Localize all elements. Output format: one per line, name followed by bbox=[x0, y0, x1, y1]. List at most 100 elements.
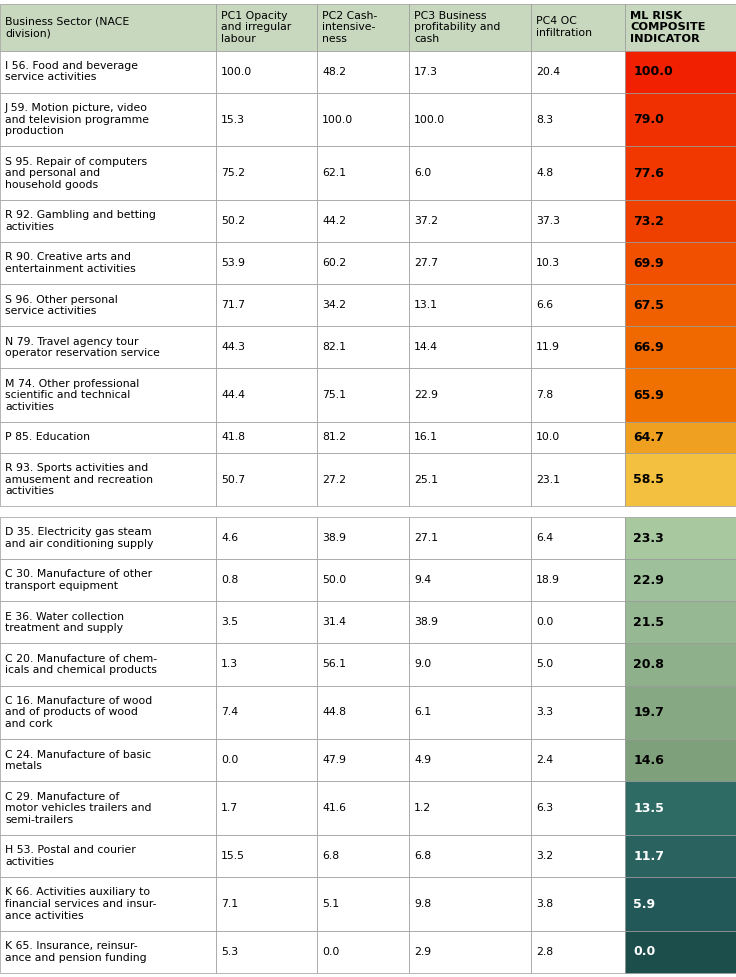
Text: 19.7: 19.7 bbox=[633, 706, 664, 719]
Text: 0.0: 0.0 bbox=[322, 947, 339, 956]
Text: 60.2: 60.2 bbox=[322, 258, 346, 269]
Bar bbox=[317, 147, 409, 200]
Text: 13.1: 13.1 bbox=[414, 300, 438, 311]
Text: 5.3: 5.3 bbox=[221, 947, 238, 956]
Bar bbox=[216, 740, 317, 782]
Bar bbox=[317, 200, 409, 242]
Text: 6.3: 6.3 bbox=[536, 803, 553, 813]
Bar bbox=[216, 4, 317, 51]
Bar bbox=[531, 931, 625, 973]
Bar bbox=[625, 740, 736, 782]
Bar bbox=[625, 147, 736, 200]
Bar bbox=[409, 559, 531, 601]
Text: 25.1: 25.1 bbox=[414, 475, 438, 485]
Text: K 65. Insurance, reinsur-
ance and pension funding: K 65. Insurance, reinsur- ance and pensi… bbox=[5, 941, 146, 962]
Bar bbox=[531, 644, 625, 686]
Text: 62.1: 62.1 bbox=[322, 168, 346, 178]
Bar bbox=[216, 93, 317, 147]
Text: 47.9: 47.9 bbox=[322, 755, 346, 765]
Text: J 59. Motion picture, video
and television programme
production: J 59. Motion picture, video and televisi… bbox=[5, 103, 149, 136]
Bar bbox=[531, 368, 625, 422]
Bar bbox=[531, 601, 625, 644]
Text: 65.9: 65.9 bbox=[633, 389, 664, 402]
Bar bbox=[317, 601, 409, 644]
Text: 10.0: 10.0 bbox=[536, 433, 560, 443]
Bar bbox=[216, 835, 317, 877]
Text: 3.8: 3.8 bbox=[536, 899, 553, 909]
Text: N 79. Travel agency tour
operator reservation service: N 79. Travel agency tour operator reserv… bbox=[5, 337, 160, 359]
Text: C 20. Manufacture of chem-
icals and chemical products: C 20. Manufacture of chem- icals and che… bbox=[5, 654, 157, 675]
Text: 15.3: 15.3 bbox=[221, 114, 245, 124]
Text: 44.2: 44.2 bbox=[322, 216, 346, 226]
Bar bbox=[0, 782, 216, 835]
Bar bbox=[625, 782, 736, 835]
Text: K 66. Activities auxiliary to
financial services and insur-
ance activities: K 66. Activities auxiliary to financial … bbox=[5, 887, 157, 920]
Bar bbox=[216, 147, 317, 200]
Bar bbox=[0, 284, 216, 326]
Text: 64.7: 64.7 bbox=[633, 431, 664, 444]
Text: 6.6: 6.6 bbox=[536, 300, 553, 311]
Bar bbox=[216, 782, 317, 835]
Bar bbox=[216, 686, 317, 740]
Bar bbox=[0, 147, 216, 200]
Bar bbox=[317, 242, 409, 284]
Bar bbox=[216, 644, 317, 686]
Bar bbox=[531, 559, 625, 601]
Bar bbox=[216, 326, 317, 368]
Text: D 35. Electricity gas steam
and air conditioning supply: D 35. Electricity gas steam and air cond… bbox=[5, 528, 153, 549]
Bar bbox=[531, 93, 625, 147]
Text: 4.9: 4.9 bbox=[414, 755, 431, 765]
Bar bbox=[0, 368, 216, 422]
Bar bbox=[0, 242, 216, 284]
Text: 37.2: 37.2 bbox=[414, 216, 438, 226]
Text: 7.1: 7.1 bbox=[221, 899, 238, 909]
Text: 100.0: 100.0 bbox=[322, 114, 353, 124]
Bar bbox=[216, 452, 317, 506]
Bar bbox=[409, 782, 531, 835]
Text: 69.9: 69.9 bbox=[633, 257, 664, 270]
Bar bbox=[0, 686, 216, 740]
Text: 27.2: 27.2 bbox=[322, 475, 346, 485]
Bar bbox=[317, 452, 409, 506]
Text: Business Sector (NACE
division): Business Sector (NACE division) bbox=[5, 17, 130, 38]
Text: 20.4: 20.4 bbox=[536, 66, 560, 76]
Bar bbox=[409, 740, 531, 782]
Bar bbox=[531, 147, 625, 200]
Bar bbox=[317, 284, 409, 326]
Bar bbox=[0, 740, 216, 782]
Text: 4.8: 4.8 bbox=[536, 168, 553, 178]
Text: 44.4: 44.4 bbox=[221, 391, 245, 401]
Text: PC2 Cash-
intensive-
ness: PC2 Cash- intensive- ness bbox=[322, 11, 378, 44]
Bar bbox=[409, 284, 531, 326]
Text: 22.9: 22.9 bbox=[414, 391, 438, 401]
Text: 38.9: 38.9 bbox=[414, 617, 438, 627]
Text: 18.9: 18.9 bbox=[536, 575, 560, 585]
Bar bbox=[409, 686, 531, 740]
Text: 3.2: 3.2 bbox=[536, 851, 553, 861]
Bar bbox=[216, 931, 317, 973]
Bar bbox=[317, 782, 409, 835]
Text: 13.5: 13.5 bbox=[633, 802, 664, 815]
Text: 14.4: 14.4 bbox=[414, 343, 438, 353]
Bar bbox=[409, 200, 531, 242]
Text: S 96. Other personal
service activities: S 96. Other personal service activities bbox=[5, 294, 118, 317]
Bar bbox=[0, 200, 216, 242]
Bar bbox=[216, 601, 317, 644]
Text: 73.2: 73.2 bbox=[633, 215, 664, 228]
Bar bbox=[625, 877, 736, 931]
Text: 2.9: 2.9 bbox=[414, 947, 431, 956]
Bar bbox=[531, 4, 625, 51]
Bar bbox=[625, 368, 736, 422]
Bar bbox=[531, 782, 625, 835]
Bar bbox=[409, 452, 531, 506]
Bar bbox=[216, 517, 317, 559]
Bar bbox=[216, 200, 317, 242]
Bar bbox=[531, 200, 625, 242]
Text: S 95. Repair of computers
and personal and
household goods: S 95. Repair of computers and personal a… bbox=[5, 156, 147, 190]
Bar bbox=[0, 93, 216, 147]
Text: P 85. Education: P 85. Education bbox=[5, 433, 90, 443]
Bar bbox=[317, 51, 409, 93]
Bar bbox=[409, 147, 531, 200]
Bar bbox=[409, 4, 531, 51]
Text: 5.9: 5.9 bbox=[633, 898, 655, 911]
